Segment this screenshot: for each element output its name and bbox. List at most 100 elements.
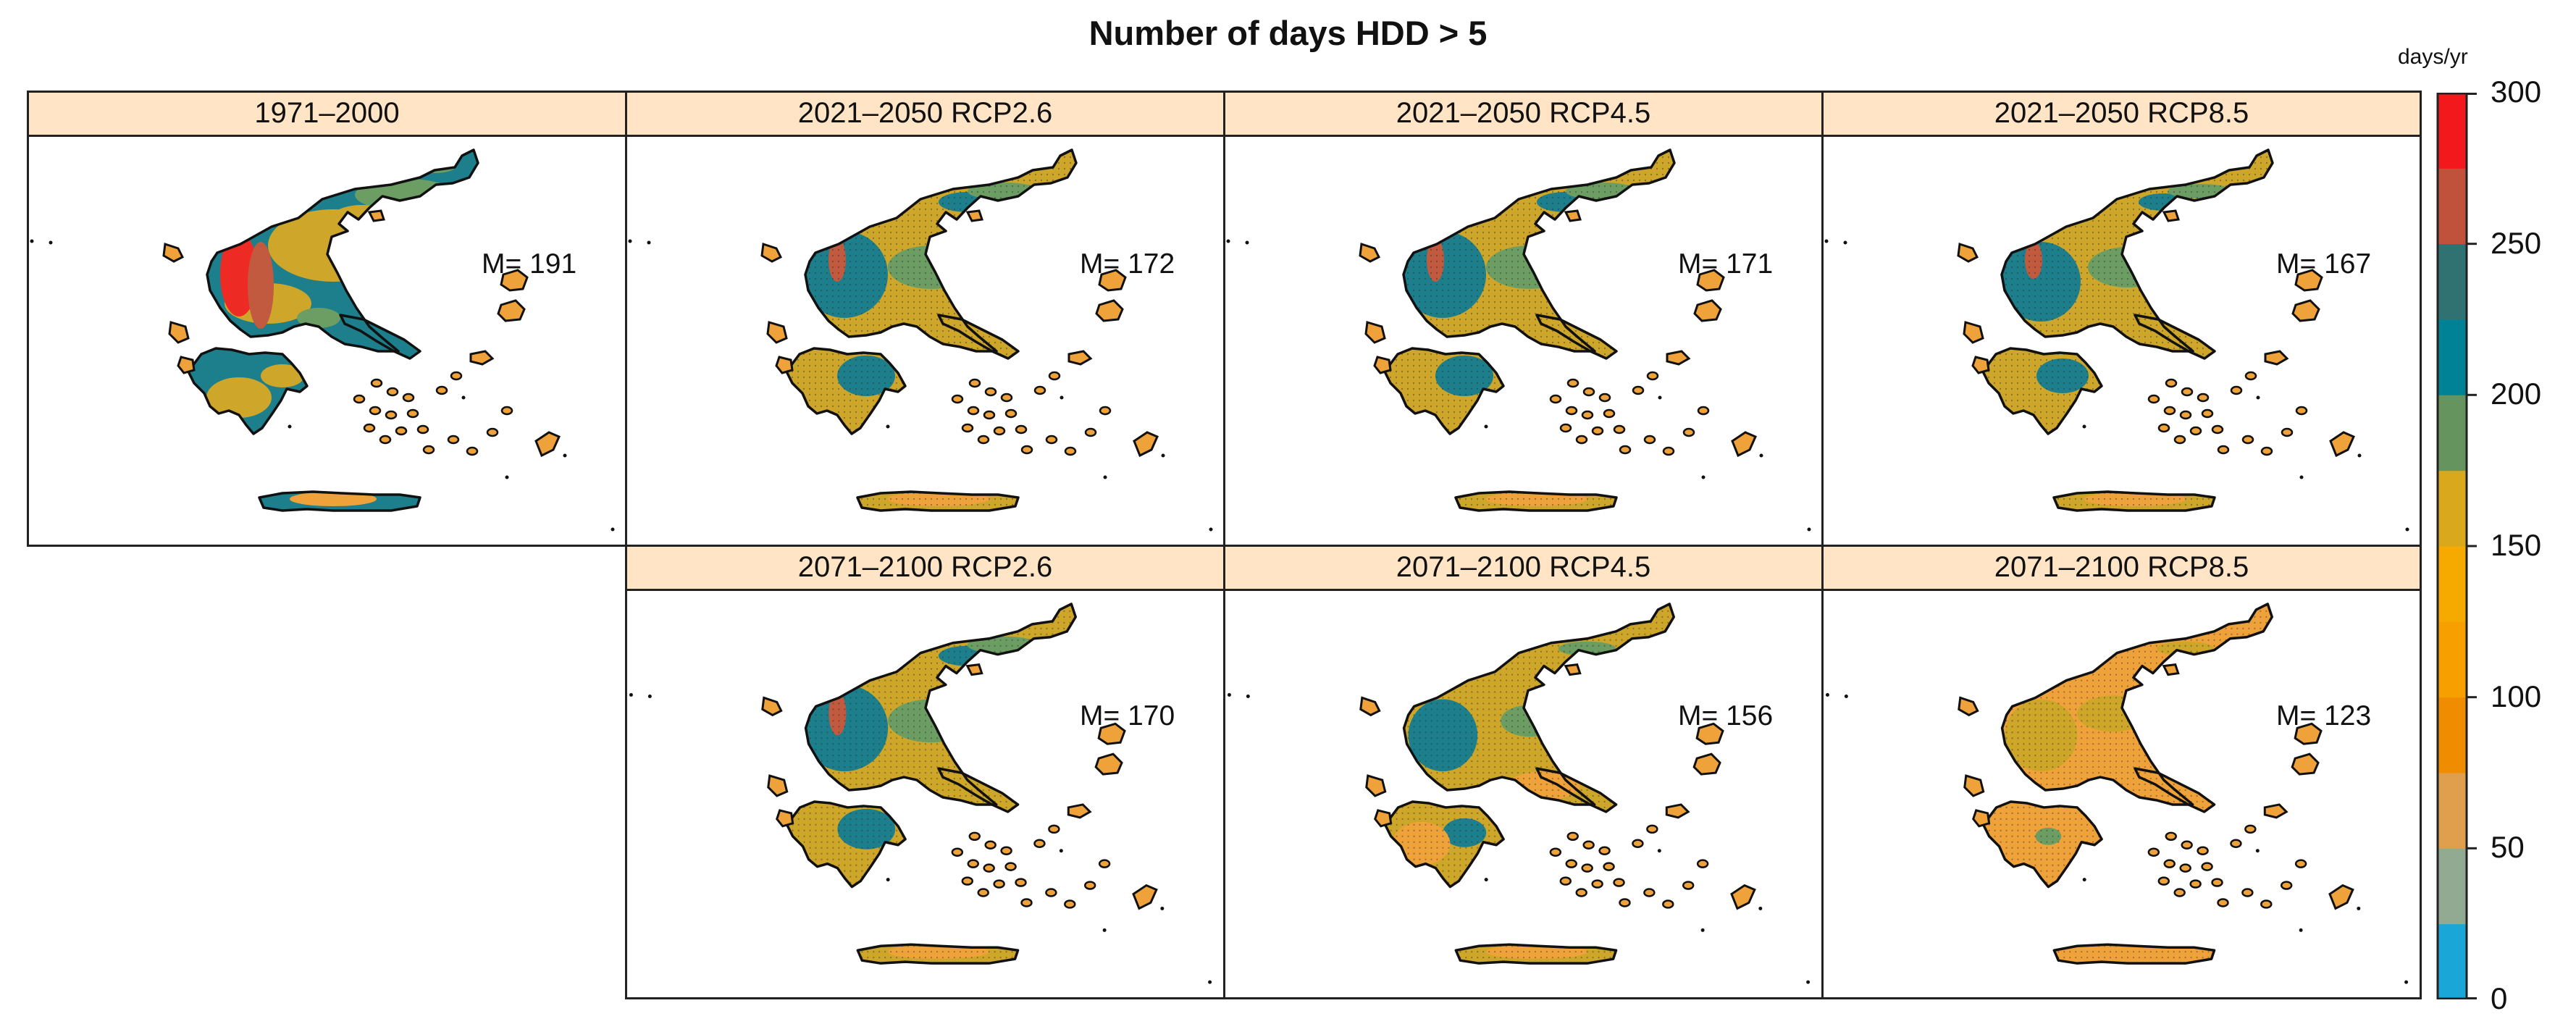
colorbar-bin [2438,319,2467,395]
island [1015,878,1027,887]
island [2179,410,2192,420]
islet [2082,424,2086,429]
island [2294,859,2307,868]
islet [1246,694,1250,698]
island [2211,424,2224,435]
islet [1759,453,1763,458]
island [967,859,979,868]
colorbar-bin [2438,93,2467,169]
island [1591,879,1603,889]
panel-strip: 2071–2100 RCP4.5 [1225,547,1821,591]
coastline [2134,314,2216,360]
island [1365,774,1387,797]
island [1591,426,1604,436]
coastline [937,767,1020,813]
island [1693,299,1722,322]
island [1020,445,1033,455]
island [1095,299,1124,322]
island [2162,663,2180,676]
island [1084,427,1097,437]
island [1666,350,1691,366]
coastline [785,800,907,889]
island [1374,809,1393,828]
island [767,774,789,797]
island [961,423,974,433]
panel-strip: 2021–2050 RCP2.6 [627,93,1223,137]
island [1015,424,1028,435]
island [1582,387,1595,397]
island [2294,269,2323,292]
island [2230,839,2242,848]
islet [1227,692,1231,697]
island [1033,385,1046,395]
island [435,385,448,395]
colorbar-bin [2438,848,2467,925]
island [402,393,415,403]
panel-1971-2000: 1971–2000 M= 191 [27,91,627,547]
island [500,269,529,292]
island [1004,862,1017,871]
island [2211,878,2223,887]
island [1662,899,1674,909]
coastline [258,490,421,512]
island [1045,435,1058,445]
island [1098,859,1111,868]
islet [2404,980,2409,984]
island [2230,385,2243,395]
islet [1060,395,1064,400]
mean-label: M= 170 [1080,700,1175,731]
islet [2255,849,2260,853]
coastline [856,943,1020,965]
island [968,378,981,388]
coastline [206,148,479,353]
island [1598,846,1611,855]
coastline [856,490,1020,512]
island [497,299,526,322]
island [993,879,1005,889]
panel-2071-2100-rcp45: 2071–2100 RCP4.5 M= 156 [1223,545,1824,999]
island [2291,752,2320,776]
chart-title: Number of days HDD > 5 [1088,14,1488,52]
islet [2299,475,2304,479]
colorbar-tick-label: 300 [2491,75,2542,109]
island [1613,878,1625,887]
mean-label: M= 167 [2276,248,2372,280]
island [1559,876,1572,886]
island [1564,663,1582,676]
islet [2405,527,2409,532]
coastline [1383,800,1505,889]
island [1565,406,1578,416]
islet [1226,239,1230,243]
island [385,410,398,420]
island [1064,899,1076,909]
island [2181,387,2194,397]
island [1646,371,1659,381]
colorbar-tick-label: 100 [2491,679,2542,713]
islet [886,424,890,429]
island [363,423,376,433]
island [395,426,408,436]
coastline [1402,603,1676,806]
island [2328,884,2354,910]
island [2197,846,2209,855]
colorbar-bin [2438,546,2467,622]
coastline [2134,767,2216,813]
island [2260,446,2273,456]
panel-strip: 2071–2100 RCP8.5 [1824,547,2420,591]
island [1643,888,1656,897]
mean-label: M= 123 [2276,700,2372,731]
island [2181,840,2193,849]
greece-map [1226,148,1811,532]
island [1682,881,1695,890]
panel-2071-2100-rcp26: 2071–2100 RCP2.6 M= 170 [625,545,1225,999]
island [2147,394,2160,404]
greece-map [1825,603,2409,984]
island [422,445,435,455]
island [1598,393,1611,403]
island [984,840,997,849]
island [1048,824,1060,834]
island [2281,427,2294,437]
coastline [2000,148,2274,353]
coastline [1402,148,1676,353]
island [1083,881,1096,890]
